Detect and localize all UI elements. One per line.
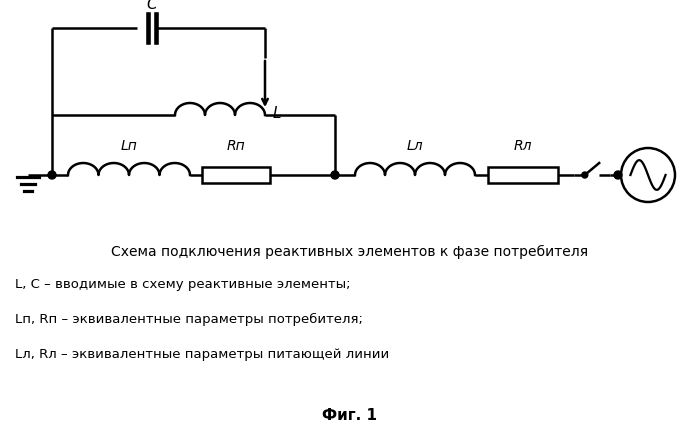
Text: Rл: Rл (514, 139, 532, 153)
Text: Lл: Lл (407, 139, 424, 153)
Bar (488, 167, 558, 183)
Text: L, C – вводимые в схему реактивные элементы;: L, C – вводимые в схему реактивные элеме… (15, 278, 350, 291)
Circle shape (614, 171, 622, 179)
Circle shape (48, 171, 56, 179)
Text: Lп, Rп – эквивалентные параметры потребителя;: Lп, Rп – эквивалентные параметры потреби… (15, 313, 363, 326)
Text: Фиг. 1: Фиг. 1 (322, 408, 377, 423)
Circle shape (331, 171, 339, 179)
Text: C: C (147, 0, 157, 12)
Text: Lп: Lп (120, 139, 138, 153)
Circle shape (582, 172, 588, 178)
Text: Схема подключения реактивных элементов к фазе потребителя: Схема подключения реактивных элементов к… (111, 245, 589, 259)
Text: Rп: Rп (226, 139, 245, 153)
Text: Lл, Rл – эквивалентные параметры питающей линии: Lл, Rл – эквивалентные параметры питающе… (15, 348, 389, 361)
Text: L: L (273, 106, 282, 120)
Bar (202, 167, 270, 183)
